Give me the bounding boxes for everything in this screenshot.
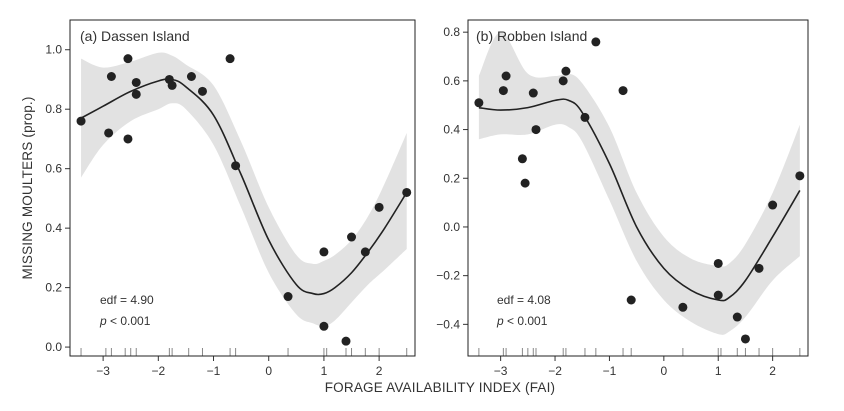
y-tick-label: 0.0 <box>443 220 460 234</box>
panel-dassen-island: −3 −2 −1 0 1 2 0.0 0.2 0.4 0.6 0.8 1.0 (a) Dassen I… <box>45 19 416 378</box>
y-tick-label: 0.2 <box>443 171 460 185</box>
x-tick-label: 0 <box>660 364 667 378</box>
x-tick-label: 1 <box>321 364 328 378</box>
x-tick-label: −2 <box>151 364 165 378</box>
data-point <box>678 302 688 312</box>
data-point <box>319 247 329 257</box>
data-point <box>76 116 86 126</box>
data-point <box>768 200 778 210</box>
data-point <box>558 76 568 86</box>
x-tick-label: −3 <box>96 364 110 378</box>
p-value-a: p < 0.001 <box>99 314 151 328</box>
edf-label-a: edf = 4.90 <box>100 293 154 307</box>
confidence-band-b <box>478 32 800 335</box>
y-tick-label: 0.4 <box>443 123 460 137</box>
data-point <box>561 66 571 76</box>
data-point <box>360 247 370 257</box>
data-point <box>795 171 805 181</box>
data-point <box>123 134 133 144</box>
y-tick-label: 0.6 <box>443 74 460 88</box>
x-axis-title: FORAGE AVAILABILITY INDEX (FAI) <box>325 380 556 395</box>
gam-fit-line-a <box>80 78 408 296</box>
x-tick-label: −1 <box>207 364 221 378</box>
data-point <box>402 187 412 197</box>
data-point <box>618 86 628 96</box>
data-point <box>531 125 541 135</box>
y-tick-label: 0.2 <box>45 281 62 295</box>
y-tick-label: 0.8 <box>45 102 62 116</box>
data-point <box>517 154 527 164</box>
x-tick-label: 2 <box>376 364 383 378</box>
data-point <box>580 112 590 122</box>
data-point <box>197 86 207 96</box>
panel-title-b: (b) Robben Island <box>476 28 587 44</box>
x-tick-label: −3 <box>494 364 508 378</box>
data-point <box>626 295 636 305</box>
data-point <box>186 71 196 81</box>
data-point <box>231 161 241 171</box>
plot-frame-b <box>467 19 809 357</box>
data-point <box>131 89 141 99</box>
gam-fit-line-b <box>478 98 801 302</box>
y-tick-label: 0.6 <box>45 162 62 176</box>
confidence-band-a <box>81 52 407 327</box>
data-point <box>341 336 351 346</box>
data-point <box>131 77 141 87</box>
x-tick-label: 0 <box>265 364 272 378</box>
data-point <box>713 290 723 300</box>
data-point <box>123 54 133 64</box>
data-point <box>528 88 538 98</box>
data-point <box>501 71 511 81</box>
data-point <box>498 86 508 96</box>
data-point <box>740 334 750 344</box>
panel-title-a: (a) Dassen Island <box>80 28 190 44</box>
data-point <box>520 178 530 188</box>
y-tick-label: −0.2 <box>436 269 460 283</box>
data-point <box>732 312 742 322</box>
data-point <box>225 54 235 64</box>
data-point <box>754 263 764 273</box>
data-point <box>591 37 601 47</box>
data-point <box>283 292 293 302</box>
data-point <box>474 98 484 108</box>
x-tick-label: 2 <box>769 364 776 378</box>
y-tick-label: 0.4 <box>45 221 62 235</box>
data-point <box>104 128 114 138</box>
data-point <box>713 258 723 268</box>
data-point <box>167 80 177 90</box>
x-tick-label: 1 <box>715 364 722 378</box>
p-value-b: p < 0.001 <box>496 314 548 328</box>
data-point <box>347 232 357 242</box>
plot-frame-a <box>69 19 416 357</box>
edf-label-b: edf = 4.08 <box>497 293 551 307</box>
data-point <box>374 202 384 212</box>
y-tick-label: 0.8 <box>443 25 460 39</box>
y-axis-title: MISSING MOULTERS (prop.) <box>20 96 35 279</box>
y-tick-label: 0.0 <box>45 340 62 354</box>
data-point <box>319 321 329 331</box>
x-tick-label: −2 <box>548 364 562 378</box>
x-tick-label: −1 <box>603 364 617 378</box>
data-point <box>106 71 116 81</box>
panel-robben-island: −3 −2 −1 0 1 2 −0.4 −0.2 0.0 0.2 0.4 0.6 0.8 (b) Rob… <box>436 19 809 378</box>
y-tick-label: −0.4 <box>436 317 460 331</box>
y-tick-label: 1.0 <box>45 43 62 57</box>
